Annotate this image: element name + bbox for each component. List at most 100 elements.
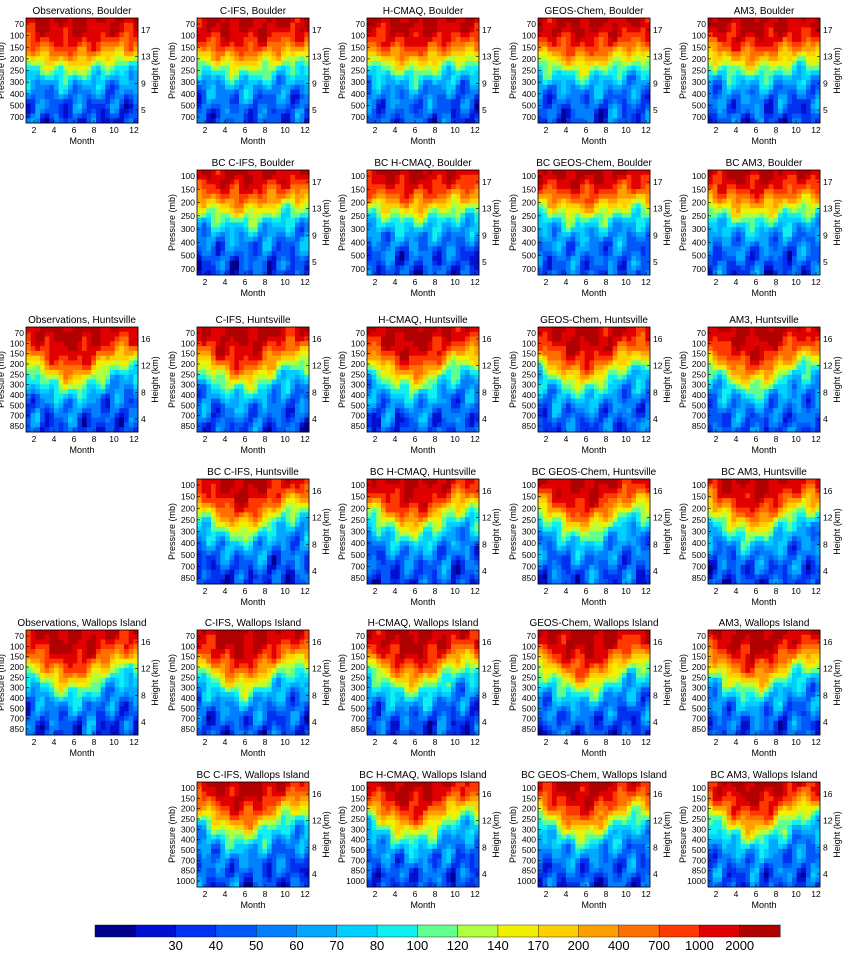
heat-cell: [248, 103, 254, 110]
heat-cell: [645, 65, 651, 71]
heat-cell: [295, 103, 301, 110]
heat-cell: [645, 60, 651, 67]
month-tick-label: 10: [450, 277, 460, 287]
heat-cell: [441, 65, 447, 71]
heat-cell: [409, 108, 415, 114]
heat-cell: [367, 222, 373, 228]
heat-cell: [68, 108, 74, 114]
heat-cell: [622, 84, 628, 90]
heat-cell: [399, 56, 405, 62]
pressure-tick-label: 150: [522, 184, 536, 194]
heat-cell: [815, 84, 821, 90]
heat-cell: [801, 113, 807, 119]
heat-cell: [603, 18, 609, 24]
heat-cell: [712, 246, 718, 252]
heat-cell: [631, 51, 637, 57]
heat-cell: [636, 174, 642, 180]
heat-cell: [96, 22, 102, 28]
heat-cell: [77, 89, 83, 95]
heat-cell: [594, 260, 600, 266]
heat-cell: [584, 208, 590, 214]
heat-cell: [815, 51, 821, 57]
heat-cell: [631, 22, 637, 28]
heat-cell: [367, 251, 373, 257]
heat-cell: [262, 89, 268, 95]
heat-cell: [409, 94, 415, 100]
heat-cell: [271, 113, 277, 119]
heat-cell: [594, 241, 600, 247]
heat-cell: [626, 212, 632, 219]
heat-cell: [561, 32, 567, 38]
heat-cell: [105, 89, 111, 95]
heat-cell: [810, 41, 816, 48]
heat-cell: [465, 22, 471, 28]
heat-cell: [636, 89, 642, 95]
heat-cell: [465, 193, 471, 200]
heat-cell: [556, 227, 562, 233]
heat-cell: [114, 32, 120, 38]
heat-cell: [722, 217, 728, 223]
heat-cell: [220, 89, 226, 95]
month-tick-label: 2: [373, 125, 378, 135]
heat-cell: [556, 46, 562, 52]
heat-cell: [385, 189, 391, 195]
heat-cell: [367, 203, 373, 209]
month-tick-label: 10: [280, 277, 290, 287]
heat-cell: [225, 22, 231, 28]
heat-cell: [584, 89, 590, 95]
heat-cell: [759, 246, 765, 252]
heat-cell: [35, 32, 41, 38]
heat-cell: [722, 118, 728, 124]
heat-cell: [243, 255, 249, 262]
heat-cell: [211, 80, 217, 86]
heat-cell: [381, 65, 387, 71]
heat-cell: [91, 18, 97, 24]
heat-cell: [206, 189, 212, 195]
heat-cell: [100, 18, 106, 24]
heat-cell: [556, 270, 562, 276]
heat-cell: [304, 193, 310, 200]
heat-cell: [234, 41, 240, 48]
heat-cell: [40, 103, 46, 110]
heat-cell: [295, 270, 301, 276]
heat-cell: [782, 103, 788, 110]
heat-cell: [399, 75, 405, 81]
month-tick-label: 8: [433, 125, 438, 135]
heat-cell: [538, 84, 544, 90]
heat-cell: [35, 103, 41, 110]
heat-cell: [589, 75, 595, 81]
month-tick-label: 6: [754, 125, 759, 135]
heat-cell: [465, 80, 471, 86]
heat-cell: [708, 217, 714, 223]
heat-cell: [778, 60, 784, 67]
heat-cell: [197, 179, 203, 185]
heat-cell: [792, 208, 798, 214]
heat-cell: [220, 80, 226, 86]
heat-cell: [239, 236, 245, 242]
heat-cell: [580, 184, 586, 190]
heat-cell: [778, 179, 784, 185]
heat-cell: [626, 198, 632, 204]
heat-cell: [608, 65, 614, 71]
month-tick-label: 2: [203, 277, 208, 287]
heat-cell: [376, 103, 382, 110]
heat-cell: [399, 174, 405, 180]
heat-cell: [413, 227, 419, 233]
heat-cell: [119, 99, 125, 105]
heat-cell: [469, 260, 475, 266]
heat-cell: [54, 32, 60, 38]
heat-cell: [584, 108, 590, 114]
heat-cell: [778, 241, 784, 247]
heat-cell: [239, 193, 245, 200]
heat-cell: [754, 170, 760, 176]
heat-cell: [598, 179, 604, 185]
heat-cell: [768, 198, 774, 204]
heat-cell: [455, 51, 461, 57]
heat-cell: [376, 113, 382, 119]
heat-cell: [371, 60, 377, 67]
heat-cell: [381, 241, 387, 247]
heat-cell: [754, 193, 760, 200]
heat-cell: [385, 32, 391, 38]
heat-cell: [441, 174, 447, 180]
heat-cell: [712, 255, 718, 262]
